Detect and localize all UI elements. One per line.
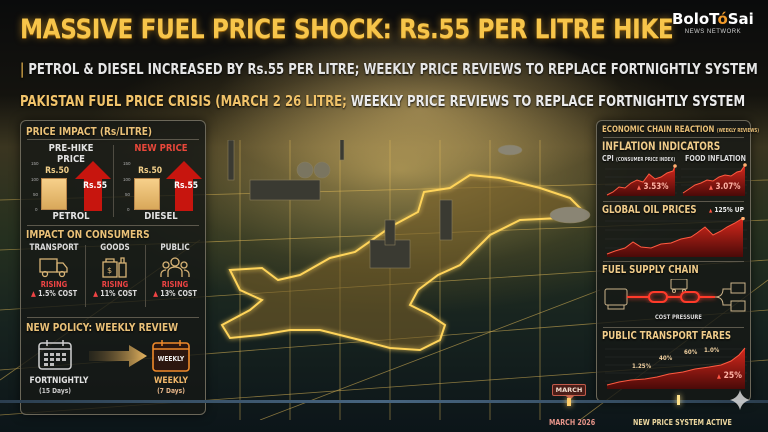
cost-pressure-caption: COST PRESSURE (655, 314, 702, 321)
calendar-weekly-icon (152, 340, 190, 372)
food-inflation-label: FOOD INFLATION (685, 154, 746, 163)
supply-chain-diagram (604, 279, 746, 312)
consumers-title: IMPACT ON CONSUMERS (26, 228, 150, 241)
divider (603, 261, 744, 262)
diesel-old-value: Rs.50 (138, 166, 163, 176)
timeline-bar (0, 400, 768, 403)
price-impact-title: PRICE IMPACT (Rs/LITRE) (26, 125, 153, 138)
shopping-bag-icon: $ (102, 257, 127, 278)
up-arrow-icon (75, 161, 111, 211)
transport-fares-chart (605, 347, 747, 389)
headline-title: MASSIVE FUEL PRICE SHOCK: Rs.55 PER LITR… (20, 14, 674, 45)
headline-subtitle: | PETROL & DIESEL INCREASED BY Rs.55 PER… (20, 60, 758, 78)
svg-text:$: $ (107, 266, 112, 275)
subtitle-bar: | (20, 60, 25, 78)
pre-hike-label: PRE-HIKE PRICE (48, 143, 94, 165)
diesel-label: DIESEL (144, 211, 178, 222)
up-arrow-icon (166, 161, 202, 211)
consumer-item-goods: GOODS $ RISING ▲ 11% COST (93, 243, 137, 298)
fares-annotation: 1.25% (632, 362, 652, 370)
fortnightly-label: FORTNIGHTLY (29, 376, 89, 386)
subtitle-text: PETROL & DIESEL INCREASED BY Rs.55 PER L… (28, 60, 758, 78)
oil-title: GLOBAL OIL PRICES (602, 203, 697, 216)
petrol-old-bar (41, 178, 67, 210)
fortnightly-days: (15 Days) (39, 387, 71, 395)
divider (27, 225, 199, 226)
supply-title: FUEL SUPPLY CHAIN (602, 263, 699, 276)
logo-name: BoloTóSai (672, 10, 754, 28)
brand-logo: BoloTóSai NEWS NETWORK (672, 10, 754, 35)
fares-annotation: 40% (659, 354, 673, 362)
truck-icon (39, 258, 68, 278)
arrow-right-icon (89, 345, 147, 367)
weekly-days: (7 Days) (157, 387, 185, 395)
timeline-march-label: MARCH 2026 (549, 418, 596, 427)
food-inflation-change: ▲ 3.07% (709, 182, 741, 192)
fares-annotation: 1.0% (704, 346, 720, 354)
cpi-label: CPI (CONSUMER PRICE INDEX) (602, 154, 676, 163)
weekly-label: WEEKLY (153, 376, 189, 386)
diesel-old-bar (134, 178, 160, 210)
new-price-label: NEW PRICE (134, 143, 188, 154)
divider (603, 137, 744, 138)
cpi-change: ▲ 3.53% (637, 182, 669, 192)
consumer-item-transport: TRANSPORT RISING ▲ 1.5% COST (29, 243, 79, 298)
divider (113, 145, 114, 217)
petrol-old-value: Rs.50 (45, 166, 70, 176)
petrol-new-value: Rs.55 (83, 181, 108, 191)
timeline-active-label: NEW PRICE SYSTEM ACTIVE (633, 418, 732, 427)
left-panel: PRICE IMPACT (Rs/LITRE) PRE-HIKE PRICE N… (20, 120, 206, 415)
diesel-new-value: Rs.55 (174, 181, 199, 191)
inflation-title: INFLATION INDICATORS (602, 139, 721, 153)
consumer-item-public: PUBLIC RISING ▲ 13% COST (153, 243, 197, 298)
logo-tagline: NEWS NETWORK (684, 29, 742, 35)
policy-title: NEW POLICY: WEEKLY REVIEW (26, 321, 179, 334)
march-marker: MARCH (552, 384, 586, 396)
right-panel: ECONOMIC CHAIN REACTION (WEEKLY REVIEWS)… (596, 120, 759, 402)
sparkle-icon (730, 390, 750, 410)
cpi-chart (605, 164, 677, 196)
active-dot (677, 395, 680, 405)
economic-chain-title: ECONOMIC CHAIN REACTION (WEEKLY REVIEWS) (602, 125, 760, 135)
weekly-badge: WEEKLY (157, 355, 185, 363)
divider (27, 139, 199, 140)
divider (603, 201, 744, 202)
fares-annotation: 60% (684, 348, 698, 356)
divider (85, 245, 86, 307)
subtitle2-highlight: PAKISTAN FUEL PRICE CRISIS (MARCH 2 26 L… (20, 92, 347, 110)
food-inflation-chart (681, 163, 747, 196)
fares-title: PUBLIC TRANSPORT FARES (602, 329, 732, 342)
oil-change: ▲ 125% UP (709, 206, 745, 214)
people-icon (160, 257, 190, 277)
divider (27, 317, 199, 318)
divider (603, 327, 744, 328)
subtitle2-rest: WEEKLY PRICE REVIEWS TO REPLACE FORTNIGH… (346, 92, 746, 110)
petrol-label: PETROL (52, 211, 90, 222)
march-dot (567, 398, 571, 406)
calendar-fortnightly-icon (38, 340, 72, 370)
oil-prices-chart (605, 217, 747, 257)
divider (145, 245, 146, 307)
fares-change: ▲ 25% (717, 371, 742, 381)
headline-subtitle-2: PAKISTAN FUEL PRICE CRISIS (MARCH 2 26 L… (20, 92, 745, 110)
